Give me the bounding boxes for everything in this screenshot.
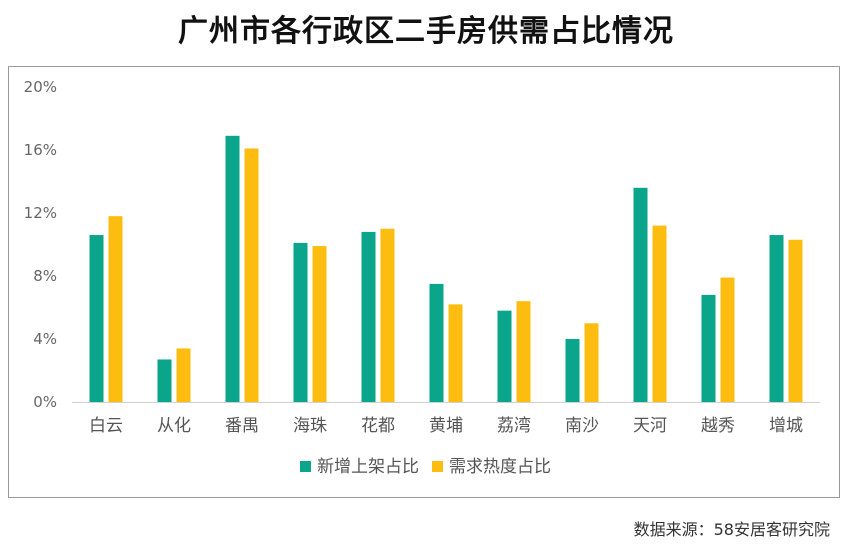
bar-demand xyxy=(108,216,123,402)
bar-supply xyxy=(157,359,172,402)
y-tick-label: 0% xyxy=(33,393,57,411)
data-source-note: 数据来源：58安居客研究院 xyxy=(633,520,830,539)
bar-demand xyxy=(516,301,531,402)
chart-title: 广州市各行政区二手房供需占比情况 xyxy=(178,14,674,49)
x-tick-label: 黄埔 xyxy=(429,416,463,436)
bar-marks xyxy=(89,135,803,402)
bar-supply xyxy=(565,339,580,402)
bar-supply xyxy=(497,310,512,402)
legend-swatch xyxy=(432,461,443,472)
x-tick-label: 越秀 xyxy=(701,416,735,436)
bar-supply xyxy=(225,135,240,402)
legend-label: 需求热度占比 xyxy=(449,457,551,477)
x-tick-label: 荔湾 xyxy=(497,416,531,436)
bar-demand xyxy=(652,225,667,402)
bar-demand xyxy=(448,304,463,402)
chart-frame xyxy=(8,66,840,498)
bar-demand xyxy=(788,239,803,402)
y-tick-label: 12% xyxy=(24,204,57,222)
y-tick-label: 16% xyxy=(24,141,57,159)
x-tick-label: 从化 xyxy=(157,416,191,436)
y-tick-label: 8% xyxy=(33,267,57,285)
bar-supply xyxy=(633,187,648,402)
x-tick-label: 番禺 xyxy=(225,416,259,436)
bar-demand xyxy=(380,228,395,402)
bar-demand xyxy=(312,246,327,402)
x-tick-label: 海珠 xyxy=(293,416,327,436)
x-tick-label: 花都 xyxy=(361,416,395,436)
bar-supply xyxy=(293,242,308,402)
y-tick-label: 20% xyxy=(24,78,57,96)
bar-demand xyxy=(244,148,259,402)
bar-demand xyxy=(720,277,735,402)
y-tick-label: 4% xyxy=(33,330,57,348)
bar-supply xyxy=(701,294,716,402)
bar-demand xyxy=(176,348,191,402)
x-axis: 白云 从化 番禺 海珠 花都 黄埔 荔湾 南沙 天河 越秀 增城 xyxy=(89,416,803,436)
x-tick-label: 南沙 xyxy=(565,416,599,436)
bar-supply xyxy=(769,235,784,402)
x-tick-label: 增城 xyxy=(769,416,803,436)
legend-swatch xyxy=(300,461,311,472)
bar-supply xyxy=(429,283,444,402)
y-axis: 0% 4% 8% 12% 16% 20% xyxy=(24,78,820,411)
x-tick-label: 白云 xyxy=(89,416,123,436)
bar-demand xyxy=(584,323,599,402)
bar-supply xyxy=(361,231,376,402)
bar-supply xyxy=(89,235,104,402)
x-tick-label: 天河 xyxy=(633,416,667,436)
legend: 新增上架占比 需求热度占比 xyxy=(300,457,551,477)
legend-label: 新增上架占比 xyxy=(317,457,419,477)
